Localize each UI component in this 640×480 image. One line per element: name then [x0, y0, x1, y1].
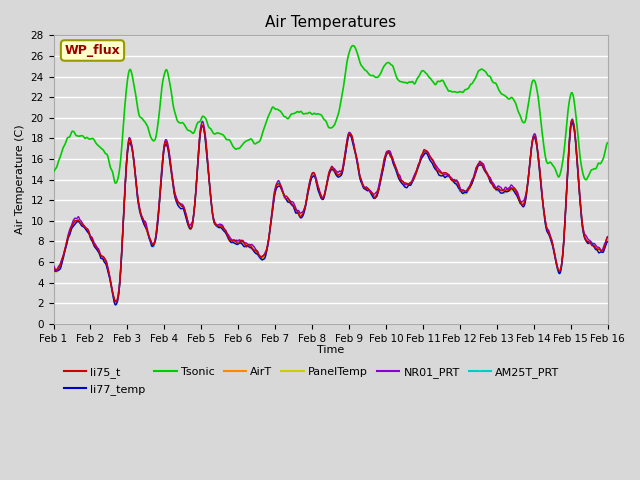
- Line: li75_t: li75_t: [54, 121, 607, 301]
- li77_temp: [305, 188, 312, 193]
- AM25T_PRT: [319, 195, 327, 201]
- AM25T_PRT: [305, 186, 312, 192]
- Line: AirT: AirT: [54, 119, 607, 302]
- li75_t: [604, 234, 611, 240]
- NR01_PRT: [113, 299, 120, 304]
- PanelTemp: [78, 222, 86, 228]
- li75_t: [319, 195, 327, 201]
- AirT: [50, 264, 58, 270]
- Tsonic: [588, 167, 596, 173]
- Line: PanelTemp: PanelTemp: [54, 121, 607, 304]
- AM25T_PRT: [604, 238, 611, 243]
- PanelTemp: [305, 188, 312, 193]
- li77_temp: [486, 179, 494, 185]
- PanelTemp: [486, 178, 494, 184]
- li75_t: [112, 299, 120, 304]
- Text: WP_flux: WP_flux: [65, 44, 120, 57]
- AM25T_PRT: [588, 240, 596, 245]
- AirT: [588, 241, 596, 247]
- AM25T_PRT: [113, 302, 120, 308]
- PanelTemp: [588, 241, 596, 247]
- Tsonic: [588, 167, 596, 173]
- li77_temp: [78, 223, 86, 229]
- Tsonic: [486, 74, 494, 80]
- li75_t: [50, 265, 58, 271]
- Tsonic: [604, 140, 611, 145]
- Tsonic: [112, 180, 120, 186]
- NR01_PRT: [78, 219, 86, 225]
- Tsonic: [319, 116, 327, 121]
- AM25T_PRT: [78, 223, 86, 228]
- PanelTemp: [112, 301, 120, 307]
- Tsonic: [305, 110, 312, 116]
- Line: NR01_PRT: NR01_PRT: [54, 120, 607, 301]
- Title: Air Temperatures: Air Temperatures: [265, 15, 396, 30]
- li75_t: [305, 186, 312, 192]
- li77_temp: [50, 268, 58, 274]
- Tsonic: [50, 168, 58, 174]
- NR01_PRT: [50, 263, 58, 268]
- li75_t: [78, 221, 86, 227]
- Legend: li75_t, li77_temp, Tsonic, AirT, PanelTemp, NR01_PRT, AM25T_PRT: li75_t, li77_temp, Tsonic, AirT, PanelTe…: [59, 363, 564, 399]
- li77_temp: [588, 241, 596, 247]
- AM25T_PRT: [50, 266, 58, 272]
- PanelTemp: [319, 196, 327, 202]
- Y-axis label: Air Temperature (C): Air Temperature (C): [15, 125, 25, 234]
- Line: AM25T_PRT: AM25T_PRT: [54, 119, 607, 305]
- li77_temp: [568, 120, 576, 126]
- li77_temp: [319, 196, 327, 202]
- NR01_PRT: [486, 175, 494, 180]
- AirT: [604, 237, 611, 242]
- AirT: [112, 299, 120, 305]
- li77_temp: [111, 302, 119, 308]
- Line: li77_temp: li77_temp: [54, 123, 607, 305]
- Tsonic: [349, 43, 356, 48]
- AirT: [486, 177, 494, 182]
- AirT: [78, 220, 86, 226]
- li75_t: [588, 242, 596, 248]
- li77_temp: [588, 241, 596, 247]
- NR01_PRT: [588, 240, 596, 246]
- PanelTemp: [50, 266, 58, 272]
- AirT: [568, 116, 576, 122]
- PanelTemp: [588, 241, 596, 247]
- X-axis label: Time: Time: [317, 345, 344, 355]
- Tsonic: [78, 133, 86, 139]
- Line: Tsonic: Tsonic: [54, 46, 607, 183]
- AirT: [319, 196, 327, 202]
- li75_t: [568, 118, 576, 124]
- NR01_PRT: [319, 194, 327, 200]
- NR01_PRT: [305, 184, 312, 190]
- li77_temp: [604, 239, 611, 245]
- PanelTemp: [568, 119, 576, 124]
- NR01_PRT: [588, 240, 596, 246]
- PanelTemp: [604, 237, 611, 243]
- AM25T_PRT: [568, 116, 576, 122]
- NR01_PRT: [604, 234, 611, 240]
- AirT: [588, 241, 596, 247]
- li75_t: [486, 178, 494, 183]
- AM25T_PRT: [486, 177, 494, 183]
- li75_t: [588, 243, 596, 249]
- AM25T_PRT: [588, 240, 596, 246]
- AirT: [305, 186, 312, 192]
- NR01_PRT: [568, 117, 576, 122]
